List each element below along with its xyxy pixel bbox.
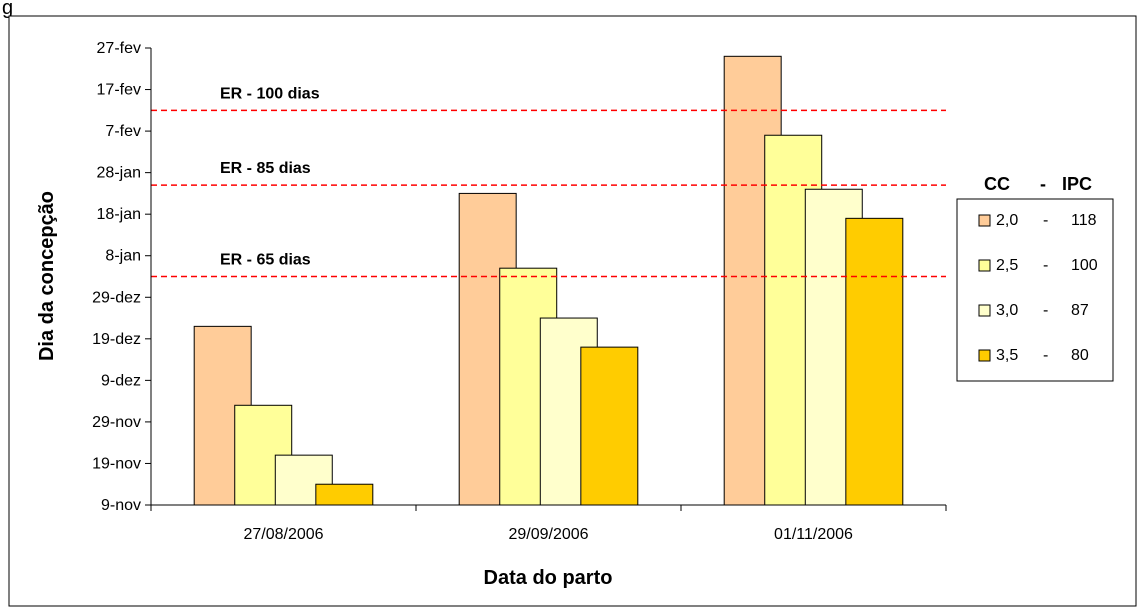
y-axis-ticks: 9-nov 19-nov 29-nov 9-dez 19-dez 29-dez 8-jan 1…: [92, 40, 151, 514]
legend-title-separator: -: [1040, 174, 1046, 194]
legend-title-cc: CC: [984, 174, 1010, 194]
x-tick-label: 27/08/2006: [243, 526, 323, 543]
legend-cc-value: 2,5: [996, 257, 1018, 274]
legend-swatch: [978, 304, 991, 317]
legend-cc-value: 3,0: [996, 302, 1018, 319]
x-tick-label: 29/09/2006: [508, 526, 588, 543]
x-axis-title: Data do parto: [484, 567, 613, 589]
y-tick-label: 9-nov: [101, 497, 141, 514]
y-tick-label: 27-fev: [97, 40, 141, 57]
y-tick-label: 29-dez: [92, 289, 141, 306]
y-tick-label: 28-jan: [97, 165, 141, 182]
y-axis-title-group: Dia da concepção: [36, 191, 58, 361]
legend-cc-value: 2,0: [996, 212, 1018, 229]
legend-separator: -: [1043, 347, 1048, 364]
legend-swatch: [978, 259, 991, 272]
legend-ipc-value: 80: [1071, 347, 1089, 364]
y-tick-label: 17-fev: [97, 82, 141, 99]
legend-separator: -: [1043, 302, 1048, 319]
y-tick-label: 18-jan: [97, 206, 141, 223]
legend-title-ipc: IPC: [1062, 174, 1092, 194]
legend-swatch: [978, 214, 991, 227]
x-tick-label: 01/11/2006: [774, 526, 853, 543]
bar: [580, 346, 639, 506]
bar-marks: [193, 55, 904, 506]
legend: CC - IPC 2,0 - 118 2,5 - 100 3,0 - 87 3,5 - 80: [956, 174, 1114, 382]
clipped-title-text: g: [2, 0, 13, 19]
y-axis-title: Dia da concepção: [36, 191, 58, 361]
y-tick-label: 8-jan: [105, 248, 141, 265]
y-tick-label: 7-fev: [105, 123, 141, 140]
legend-ipc-value: 100: [1071, 257, 1098, 274]
bar: [845, 217, 904, 506]
chart-outer-frame: [8, 15, 1137, 607]
reference-line-label: ER - 65 dias: [220, 252, 311, 269]
reference-lines: ER - 100 dias ER - 85 dias ER - 65 dias: [151, 85, 946, 278]
legend-ipc-value: 118: [1071, 212, 1097, 229]
x-axis-ticks: 27/08/2006 29/09/2006 01/11/2006: [150, 505, 947, 543]
legend-cc-value: 3,5: [996, 347, 1018, 364]
legend-separator: -: [1043, 257, 1048, 274]
bar: [315, 483, 374, 506]
y-tick-label: 19-dez: [92, 331, 141, 348]
y-tick-label: 19-nov: [92, 455, 141, 472]
y-tick-label: 9-dez: [101, 372, 141, 389]
reference-line-label: ER - 100 dias: [220, 85, 320, 102]
reference-line-label: ER - 85 dias: [220, 160, 311, 177]
legend-swatch: [978, 349, 991, 362]
legend-separator: -: [1043, 212, 1048, 229]
y-tick-label: 29-nov: [92, 414, 141, 431]
legend-ipc-value: 87: [1071, 302, 1089, 319]
